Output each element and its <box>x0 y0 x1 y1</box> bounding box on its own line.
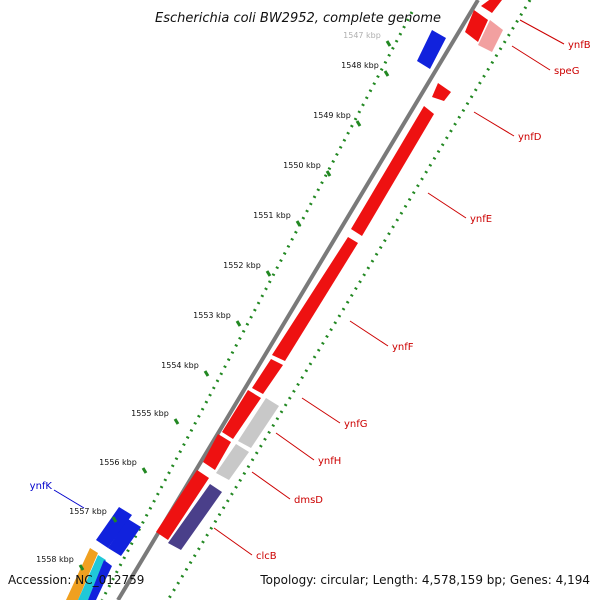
ruler-tick <box>383 70 390 77</box>
gene-arrow-ynfK-a <box>96 507 132 548</box>
gene-label-clcB: clcB <box>256 551 277 562</box>
gene-arrow-bottom-cyan <box>78 555 106 600</box>
ruler-tick <box>78 564 85 571</box>
gene-leader-line <box>275 432 315 461</box>
gene-arrow-bottom-orange <box>66 548 98 600</box>
gene-label-ynfF: ynfF <box>392 342 414 353</box>
gene-arrow-ynfH-pseudo <box>238 398 279 448</box>
kbp-label: 1556 kbp <box>99 458 137 467</box>
gene-leader-line <box>519 19 565 45</box>
genome-title: Escherichia coli BW2952, complete genome <box>155 11 441 26</box>
ruler-tick <box>295 220 302 227</box>
kbp-label: 1554 kbp <box>161 361 199 370</box>
gene-arrow-ynfH <box>222 390 261 439</box>
ruler-tick <box>141 467 148 474</box>
gene-arrow-ynfE <box>351 106 434 236</box>
gene-arrow-speG-neighbor <box>465 10 488 42</box>
gene-leader-line <box>349 320 389 347</box>
gene-label-ynfB: ynfB <box>568 40 591 51</box>
gene-arrow-ynfB <box>481 0 502 13</box>
ruler-tick <box>265 270 272 277</box>
gene-arrow-dmsD-pseudo <box>216 444 249 480</box>
accession-label: Accession: NC_012759 <box>8 573 145 587</box>
kbp-label: 1552 kbp <box>223 261 261 270</box>
kbp-label: 1555 kbp <box>131 409 169 418</box>
gene-arrow-ynfD-small <box>432 83 451 101</box>
gene-leader-line <box>301 397 341 424</box>
gene-arrow-clcB <box>156 470 209 540</box>
ruler-tick-group <box>78 40 392 571</box>
gene-arrow-bottom-blue <box>88 560 112 600</box>
gene-arrow-dmsD <box>203 434 231 470</box>
gene-leader-line <box>53 489 85 509</box>
gene-arrow-ynfK-b <box>108 519 141 556</box>
gene-leader-line <box>427 192 467 219</box>
gene-label-ynfK: ynfK <box>30 481 53 492</box>
ruler-tick <box>385 40 392 47</box>
kbp-label: 1553 kbp <box>193 311 231 320</box>
gene-leader-line <box>251 471 291 500</box>
gene-label-dmsD: dmsD <box>294 495 323 506</box>
ruler-tick <box>173 418 180 425</box>
kbp-label: 1557 kbp <box>69 507 107 516</box>
ruler-dotted-line-outer <box>100 11 414 601</box>
ruler-tick <box>111 516 118 523</box>
ruler-tick <box>203 370 210 377</box>
gene-leader-line <box>473 111 515 137</box>
gene-leader-line <box>511 45 551 71</box>
gene-arrow-speG <box>478 20 503 52</box>
gene-leader-line <box>213 527 253 556</box>
gene-arrow-ynfF <box>272 237 358 361</box>
kbp-label: 1558 kbp <box>36 555 74 564</box>
ruler-tick <box>235 320 242 327</box>
topology-summary: Topology: circular; Length: 4,578,159 bp… <box>260 573 590 587</box>
gene-label-speG: speG <box>554 66 579 77</box>
ruler-tick <box>355 120 362 127</box>
gene-label-ynfE: ynfE <box>470 214 492 225</box>
kbp-label: 1548 kbp <box>341 61 379 70</box>
ruler-tick <box>325 170 332 177</box>
kbp-label: 1550 kbp <box>283 161 321 170</box>
kbp-label: 1549 kbp <box>313 111 351 120</box>
kbp-label-group: 1547 kbp 1548 kbp 1549 kbp 1550 kbp 1551 kbp… <box>36 31 381 564</box>
gene-label-group: ynfB speG ynfD ynfE ynfF ynfG ynfH dmsD clcB ynfK <box>30 19 591 562</box>
kbp-label: 1547 kbp <box>343 31 381 40</box>
gene-label-ynfG: ynfG <box>344 419 368 430</box>
gene-label-ynfH: ynfH <box>318 456 341 467</box>
gene-arrow-clcB-dark <box>168 484 222 550</box>
kbp-label: 1551 kbp <box>253 211 291 220</box>
gene-arrow-reverse-1548 <box>417 30 446 69</box>
ruler-dotted-line-inner <box>166 0 532 601</box>
gene-arrow-ynfG <box>252 359 283 394</box>
gene-label-ynfD: ynfD <box>518 132 542 143</box>
